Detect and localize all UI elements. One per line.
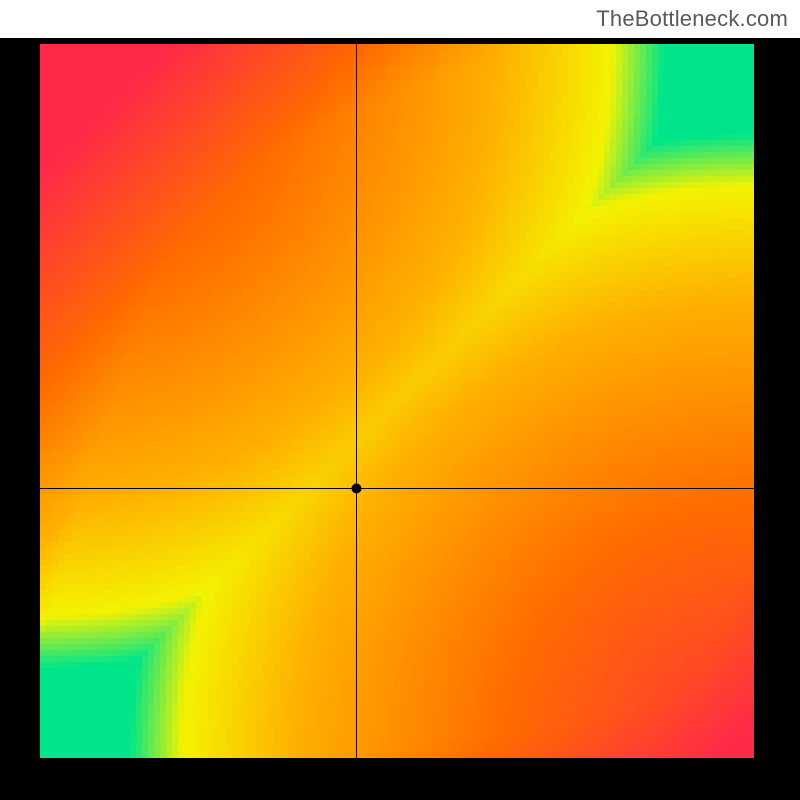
crosshair-overlay xyxy=(40,44,754,758)
plot-frame xyxy=(40,44,754,758)
watermark-text: TheBottleneck.com xyxy=(596,6,788,32)
chart-container: { "watermark": "TheBottleneck.com", "can… xyxy=(0,0,800,800)
